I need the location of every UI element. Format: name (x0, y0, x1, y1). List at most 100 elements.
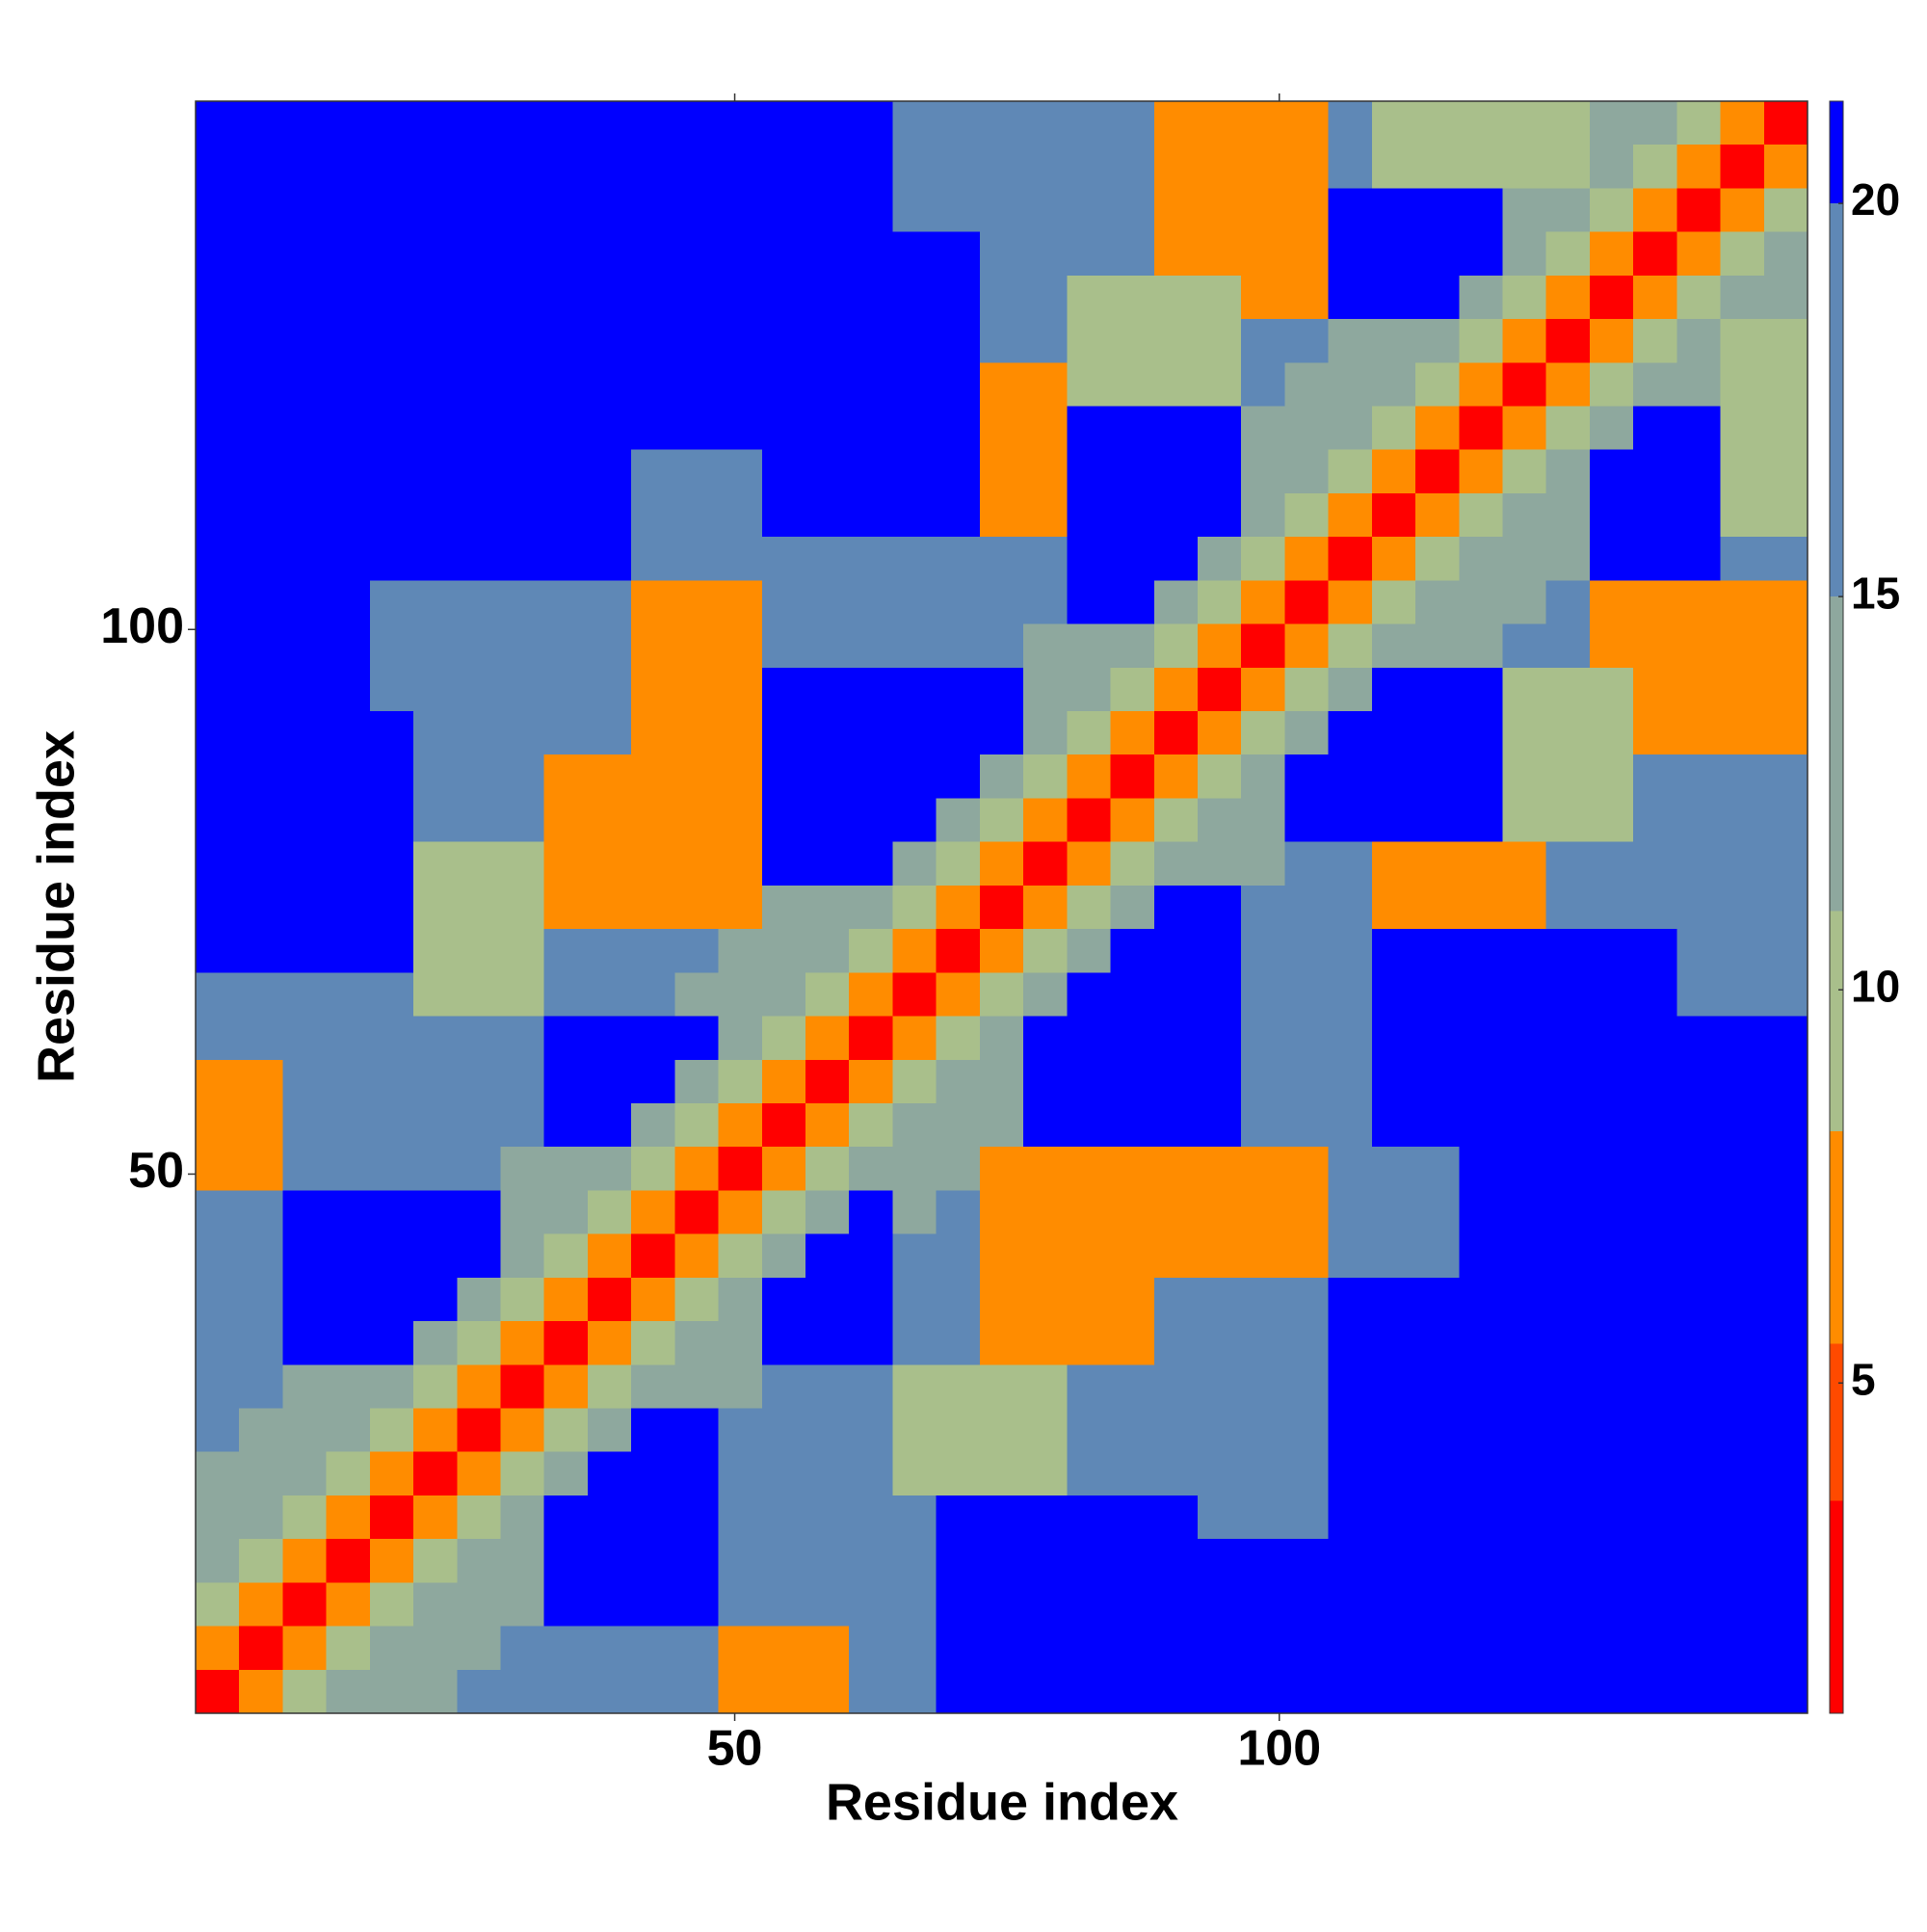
heatmap-cell (979, 885, 1024, 930)
heatmap-cell (326, 1495, 370, 1540)
heatmap-cell (500, 1233, 544, 1278)
heatmap-cell (1633, 1451, 1677, 1495)
heatmap-cell (631, 711, 675, 755)
heatmap-cell (1153, 1190, 1198, 1234)
heatmap-cell (1067, 1102, 1111, 1148)
heatmap-cell (1023, 1451, 1068, 1495)
heatmap-cell (1763, 1147, 1808, 1191)
heatmap-cell (587, 1102, 632, 1148)
colorbar-segment (1830, 1500, 1843, 1713)
heatmap-cell (457, 798, 501, 842)
heatmap-cell (1720, 1059, 1764, 1103)
heatmap-cell (1110, 1408, 1154, 1452)
heatmap-cell (674, 362, 719, 407)
heatmap-cell (1110, 406, 1154, 450)
heatmap-cell (761, 1016, 806, 1060)
heatmap-cell (413, 1277, 458, 1322)
heatmap-cell (1067, 1190, 1111, 1234)
heatmap-cell (1502, 1626, 1546, 1670)
heatmap-cell (543, 580, 588, 624)
heatmap-cell (413, 145, 458, 189)
heatmap-cell (500, 406, 544, 450)
heatmap-cell (587, 145, 632, 189)
heatmap-cell (1284, 362, 1329, 407)
heatmap-cell (674, 101, 719, 146)
heatmap-cell (1415, 231, 1460, 276)
heatmap-cell (457, 754, 501, 799)
heatmap-cell (326, 319, 370, 363)
heatmap-cell (326, 1582, 370, 1627)
plot-frame (195, 100, 1808, 1714)
heatmap-cell (805, 623, 850, 668)
heatmap-cell (1676, 841, 1721, 886)
heatmap-cell (892, 1408, 937, 1452)
heatmap-cell (1067, 1495, 1111, 1540)
heatmap-cell (1110, 1190, 1154, 1234)
heatmap-cell (1720, 231, 1764, 276)
heatmap-cell (718, 362, 762, 407)
heatmap-cell (1763, 1059, 1808, 1103)
heatmap-cell (369, 1539, 414, 1583)
heatmap-cell (1502, 231, 1546, 276)
heatmap-cell (1371, 275, 1416, 320)
heatmap-cell (631, 231, 675, 276)
heatmap-cell (1720, 1582, 1764, 1627)
heatmap-cell (1197, 711, 1242, 755)
heatmap-cell (1328, 1582, 1372, 1627)
heatmap-cell (1197, 580, 1242, 624)
heatmap-cell (892, 929, 937, 973)
heatmap-cell (761, 580, 806, 624)
heatmap-cell (413, 537, 458, 581)
heatmap-cell (936, 1016, 980, 1060)
heatmap-cell (1459, 885, 1503, 930)
heatmap-cell (587, 711, 632, 755)
heatmap-cell (1241, 711, 1285, 755)
heatmap-cell (413, 449, 458, 493)
heatmap-cell (1328, 1147, 1372, 1191)
heatmap-cell (631, 101, 675, 146)
heatmap-cell (979, 798, 1024, 842)
heatmap-cell (674, 580, 719, 624)
heatmap-cell (1067, 623, 1111, 668)
x-tick-label: 100 (1237, 1721, 1321, 1777)
heatmap-cell (1720, 1626, 1764, 1670)
heatmap-cell (1371, 1669, 1416, 1713)
heatmap-cell (369, 580, 414, 624)
heatmap-cell (1110, 667, 1154, 712)
heatmap-cell (1023, 972, 1068, 1017)
heatmap-cell (196, 1408, 240, 1452)
heatmap-cell (1459, 667, 1503, 712)
heatmap-cell (1328, 362, 1372, 407)
heatmap-cell (369, 406, 414, 450)
heatmap-cell (631, 1408, 675, 1452)
heatmap-cell (1545, 449, 1590, 493)
heatmap-cell (1763, 275, 1808, 320)
heatmap-cell (1241, 362, 1285, 407)
heatmap-cell (1197, 145, 1242, 189)
heatmap-cell (1067, 231, 1111, 276)
heatmap-cell (1197, 275, 1242, 320)
heatmap-cell (196, 101, 240, 146)
heatmap-cell (413, 1364, 458, 1409)
heatmap-cell (1110, 537, 1154, 581)
heatmap-cell (587, 1016, 632, 1060)
heatmap-cell (892, 711, 937, 755)
heatmap-cell (1284, 1233, 1329, 1278)
heatmap-cell (282, 1147, 327, 1191)
heatmap-cell (587, 1495, 632, 1540)
heatmap-cell (674, 406, 719, 450)
heatmap-cell (936, 711, 980, 755)
heatmap-cell (1676, 1408, 1721, 1452)
heatmap-cell (674, 231, 719, 276)
heatmap-cell (1545, 101, 1590, 146)
heatmap-cell (849, 275, 893, 320)
heatmap-cell (1153, 319, 1198, 363)
heatmap-cell (326, 754, 370, 799)
heatmap-cell (1459, 145, 1503, 189)
heatmap-cell (892, 1102, 937, 1148)
heatmap-cell (631, 1277, 675, 1322)
heatmap-cell (1633, 667, 1677, 712)
heatmap-cell (1110, 319, 1154, 363)
heatmap-cell (1763, 1016, 1808, 1060)
heatmap-cell (849, 319, 893, 363)
